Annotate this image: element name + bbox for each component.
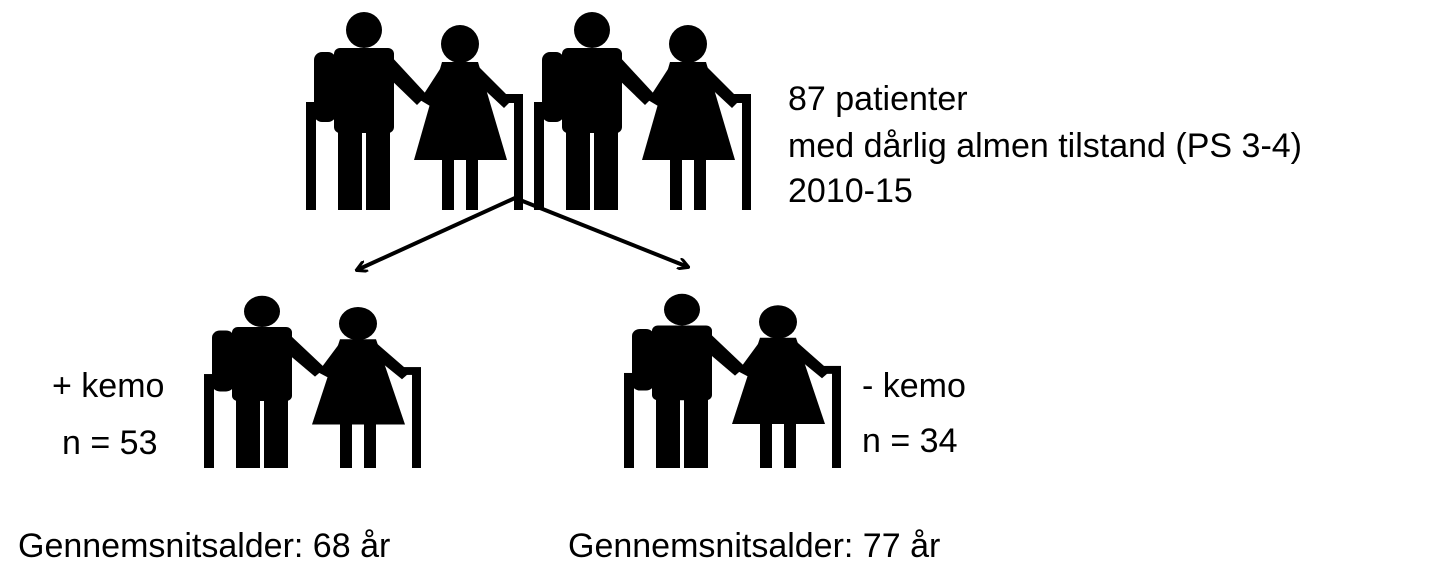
arrow: [357, 196, 516, 270]
patients-icon: [306, 12, 523, 210]
patients-icon: [534, 12, 751, 210]
no-chemo-group-icon: [624, 293, 841, 468]
group-age: Gennemsnitsalder: 77 år: [568, 527, 940, 565]
group-age: Gennemsnitsalder: 68 år: [18, 527, 390, 565]
group-n: n = 34: [862, 422, 957, 460]
top-line: 2010-15: [788, 172, 913, 210]
chemo-group-icon: [204, 295, 421, 468]
group-label: - kemo: [862, 367, 966, 405]
arrow: [514, 196, 688, 267]
group-n: n = 53: [62, 424, 157, 462]
top-line: 87 patienter: [788, 80, 968, 118]
group-label: + kemo: [52, 367, 164, 405]
top-line: med dårlig almen tilstand (PS 3-4): [788, 127, 1302, 165]
